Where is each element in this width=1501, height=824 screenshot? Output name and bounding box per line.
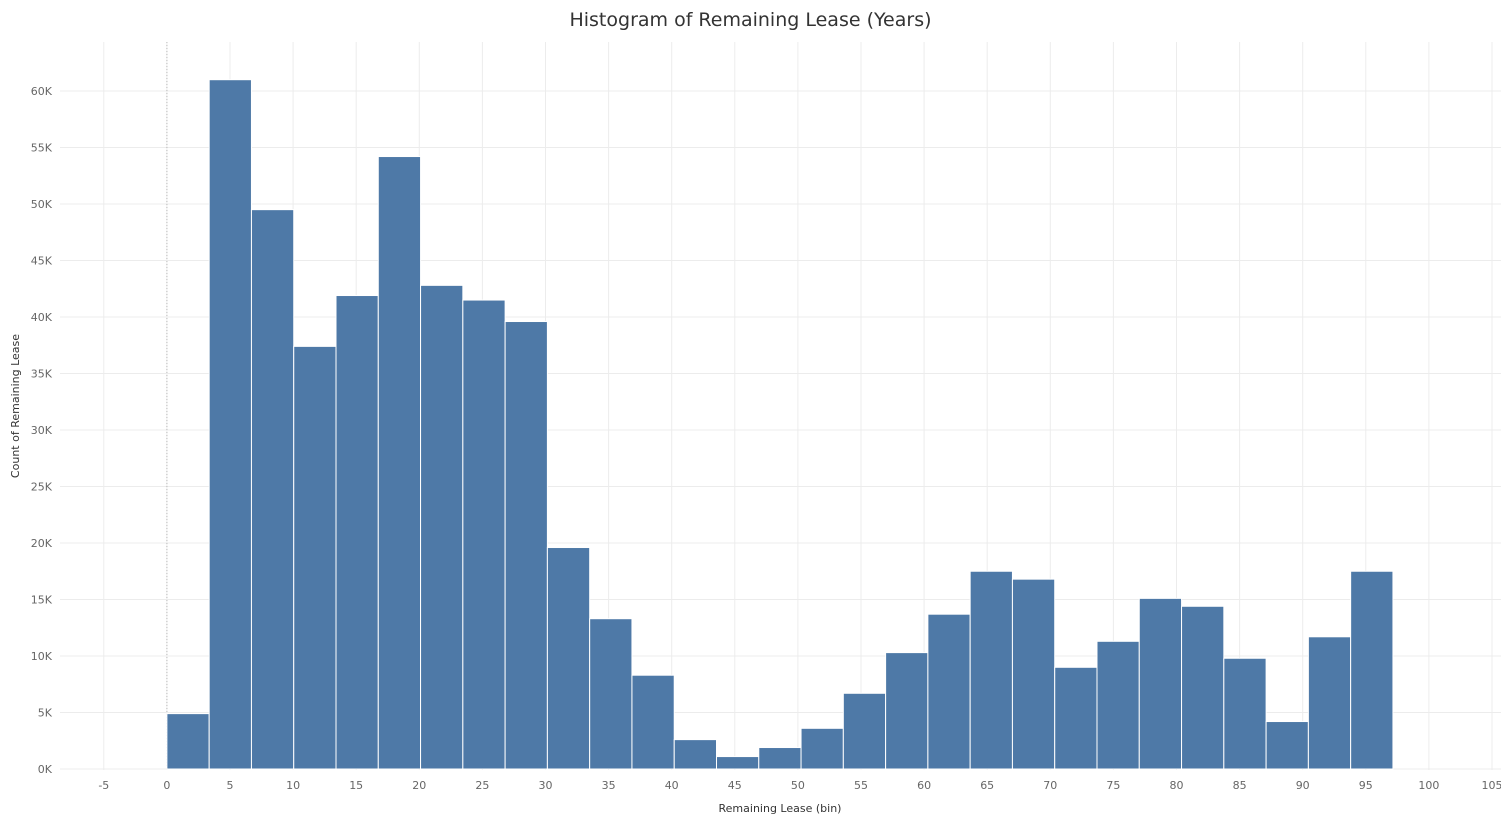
x-tick-label: 15 [349,779,363,792]
x-tick-label: 105 [1482,779,1501,792]
histogram-bar[interactable] [758,747,802,770]
histogram-bar[interactable] [885,652,929,770]
histogram-bar[interactable] [1096,640,1140,770]
y-tick-label: 50K [31,198,53,211]
histogram-bar[interactable] [1054,666,1098,770]
x-tick-label: 60 [917,779,931,792]
histogram-bar[interactable] [377,156,422,770]
histogram-bar[interactable] [673,739,718,770]
x-tick-label: 70 [1043,779,1057,792]
histogram-bar[interactable] [420,284,464,770]
x-tick-label: 55 [854,779,868,792]
y-tick-label: 20K [31,537,53,550]
y-tick-label: 55K [31,142,53,155]
x-axis-ticks: -5 0 5 10 15 20 25 30 35 40 45 50 55 60 65 70 75 80 85 90 95… [98,779,1501,792]
x-tick-label: 25 [475,779,489,792]
histogram-bar[interactable] [1307,636,1352,770]
y-tick-label: 5K [38,707,53,720]
histogram-bar[interactable] [1223,657,1267,770]
histogram-bar[interactable] [504,321,548,770]
x-tick-label: 95 [1359,779,1373,792]
x-tick-label: 80 [1170,779,1184,792]
histogram-bar[interactable] [1181,605,1225,770]
x-tick-label: 90 [1296,779,1310,792]
y-axis-label: Count of Remaining Lease [9,334,22,478]
x-tick-label: 45 [728,779,742,792]
histogram-bar[interactable] [716,756,760,770]
x-tick-label: -5 [98,779,109,792]
histogram-bar[interactable] [250,209,295,770]
histogram-bar[interactable] [969,570,1013,770]
x-tick-label: 5 [227,779,234,792]
y-tick-label: 25K [31,481,53,494]
histogram-bars [166,79,1394,770]
x-tick-label: 35 [602,779,616,792]
histogram-bar[interactable] [631,674,675,770]
histogram-bar[interactable] [293,345,337,770]
x-axis-label: Remaining Lease (bin) [719,802,842,815]
x-tick-label: 20 [412,779,426,792]
histogram-bar[interactable] [800,727,844,770]
histogram-bar[interactable] [166,713,210,770]
histogram-bar[interactable] [1011,578,1056,770]
y-tick-label: 60K [31,85,53,98]
x-tick-label: 50 [791,779,805,792]
x-tick-label: 65 [980,779,994,792]
y-tick-label: 15K [31,594,53,607]
histogram-bar[interactable] [462,299,506,770]
histogram-bar[interactable] [335,295,379,770]
histogram-bar[interactable] [1138,597,1183,770]
histogram-bar[interactable] [842,692,887,770]
x-tick-label: 40 [665,779,679,792]
x-tick-label: 0 [163,779,170,792]
x-tick-label: 30 [539,779,553,792]
y-tick-label: 35K [31,368,53,381]
y-tick-label: 10K [31,650,53,663]
chart-title: Histogram of Remaining Lease (Years) [569,9,932,31]
histogram-bar[interactable] [927,613,971,770]
histogram-bar[interactable] [1265,721,1309,770]
x-tick-label: 85 [1233,779,1247,792]
y-tick-label: 30K [31,424,53,437]
histogram-bar[interactable] [546,547,591,770]
histogram-bar[interactable] [208,79,252,770]
x-tick-label: 10 [286,779,300,792]
x-tick-label: 75 [1106,779,1120,792]
y-tick-label: 45K [31,255,53,268]
histogram-bar[interactable] [589,618,633,770]
y-tick-label: 0K [38,763,53,776]
y-tick-label: 40K [31,311,53,324]
histogram-bar[interactable] [1350,570,1394,770]
y-axis-ticks: 0K 5K 10K 15K 20K 25K 30K 35K 40K 45K 50K 55K 60K [31,85,53,776]
x-tick-label: 100 [1418,779,1439,792]
